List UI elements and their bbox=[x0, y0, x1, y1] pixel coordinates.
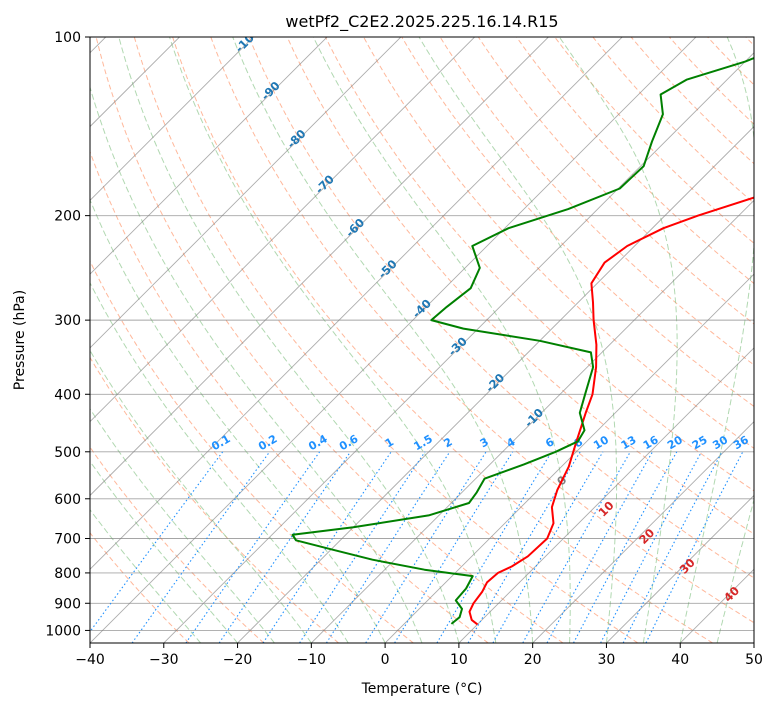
mixing-ratio-line bbox=[131, 451, 271, 643]
mixing-ratio-line bbox=[365, 451, 487, 643]
x-tick-label: 40 bbox=[671, 652, 689, 668]
y-tick-label: 600 bbox=[54, 492, 81, 508]
mixing-ratio-line bbox=[436, 451, 553, 643]
moist-adiabat bbox=[90, 85, 423, 643]
y-tick-label: 800 bbox=[54, 566, 81, 582]
moist-adiabat bbox=[679, 37, 754, 643]
x-tick-label: 0 bbox=[381, 652, 390, 668]
moist-adiabat bbox=[90, 349, 312, 643]
isotherm-line bbox=[90, 37, 623, 570]
mixing-ratio-line bbox=[325, 451, 451, 643]
mixing-ratio-line bbox=[600, 451, 702, 643]
dry-adiabat bbox=[133, 37, 639, 643]
x-tick-label: 20 bbox=[524, 652, 542, 668]
moist-adiabat bbox=[90, 508, 202, 643]
dry-adiabat bbox=[324, 37, 754, 492]
y-tick-label: 1000 bbox=[45, 623, 81, 639]
moist-adiabat bbox=[90, 408, 275, 643]
background-lines bbox=[0, 10, 754, 655]
isotherm-line bbox=[532, 421, 754, 643]
mixing-ratio-line bbox=[262, 451, 392, 643]
plot-background bbox=[90, 37, 754, 643]
moist-adiabat bbox=[90, 198, 386, 643]
y-tick-label: 200 bbox=[54, 209, 81, 225]
x-tick-label: 50 bbox=[745, 652, 763, 668]
y-tick-label: 100 bbox=[54, 30, 81, 46]
dry-adiabat bbox=[90, 150, 489, 643]
moist-adiabat bbox=[90, 281, 349, 643]
profile-lines bbox=[291, 57, 754, 626]
x-tick-label: 30 bbox=[598, 652, 616, 668]
isotherm-line bbox=[90, 37, 254, 201]
mixing-ratio-line bbox=[185, 451, 321, 643]
isotherm-line bbox=[458, 347, 754, 643]
x-axis-label: Temperature (°C) bbox=[361, 681, 483, 697]
y-tick-label: 300 bbox=[54, 313, 81, 329]
x-tick-label: 10 bbox=[450, 652, 468, 668]
dry-adiabat bbox=[90, 531, 190, 643]
moist-adiabat bbox=[558, 37, 678, 643]
moist-adiabat bbox=[418, 37, 618, 643]
isotherm-line bbox=[90, 37, 328, 275]
isotherm-line bbox=[605, 494, 754, 643]
mixing-ratio-line bbox=[299, 451, 426, 643]
dry-adiabat bbox=[172, 37, 713, 643]
isotherm-line bbox=[90, 37, 476, 423]
dry-adiabat bbox=[210, 37, 754, 624]
plot-frame bbox=[89, 36, 755, 644]
mixing-ratio-line bbox=[522, 451, 631, 643]
dewpoint-profile-line bbox=[291, 57, 754, 625]
dry-adiabat bbox=[90, 446, 265, 643]
isotherm-line bbox=[384, 273, 754, 643]
isotherm-line bbox=[90, 37, 402, 349]
y-tick-label: 500 bbox=[54, 445, 81, 461]
isotherm-line bbox=[90, 37, 697, 643]
y-tick-label: 400 bbox=[54, 387, 81, 403]
x-tick-label: −40 bbox=[75, 652, 105, 668]
mixing-ratio-line bbox=[218, 451, 351, 643]
dry-adiabat bbox=[95, 37, 564, 643]
dry-adiabat bbox=[516, 37, 754, 285]
x-tick-label: −10 bbox=[297, 652, 327, 668]
y-tick-label: 700 bbox=[54, 532, 81, 548]
axis-ticks: −40 −30 −20 −10 0 10 20 30 40 50 1000 900 800 700 600 5… bbox=[45, 30, 763, 668]
chart-title: wetPf2_C2E2.2025.225.16.14.R15 bbox=[285, 12, 558, 32]
moist-adiabat bbox=[118, 37, 460, 643]
y-tick-label: 900 bbox=[54, 596, 81, 612]
isotherm-line bbox=[90, 37, 181, 128]
mixing-ratio-line bbox=[546, 451, 653, 643]
x-tick-label: −30 bbox=[149, 652, 179, 668]
isotherm-line bbox=[310, 199, 754, 643]
y-axis-label: Pressure (hPa) bbox=[12, 290, 28, 390]
isotherm-line bbox=[236, 125, 754, 643]
isotherm-line bbox=[0, 10, 59, 655]
mixing-ratio-line bbox=[90, 451, 224, 633]
isotherm-line bbox=[163, 52, 754, 643]
moist-adiabat bbox=[90, 460, 238, 643]
dry-adiabat bbox=[90, 356, 339, 643]
x-tick-label: −20 bbox=[223, 652, 253, 668]
mixing-ratio-line bbox=[645, 451, 744, 643]
moist-adiabat bbox=[169, 37, 497, 643]
dry-adiabat bbox=[363, 37, 754, 449]
moist-adiabat bbox=[232, 37, 534, 643]
mixing-ratio-line bbox=[573, 451, 678, 643]
isotherm-line bbox=[90, 37, 550, 497]
dry-adiabat bbox=[439, 37, 754, 366]
